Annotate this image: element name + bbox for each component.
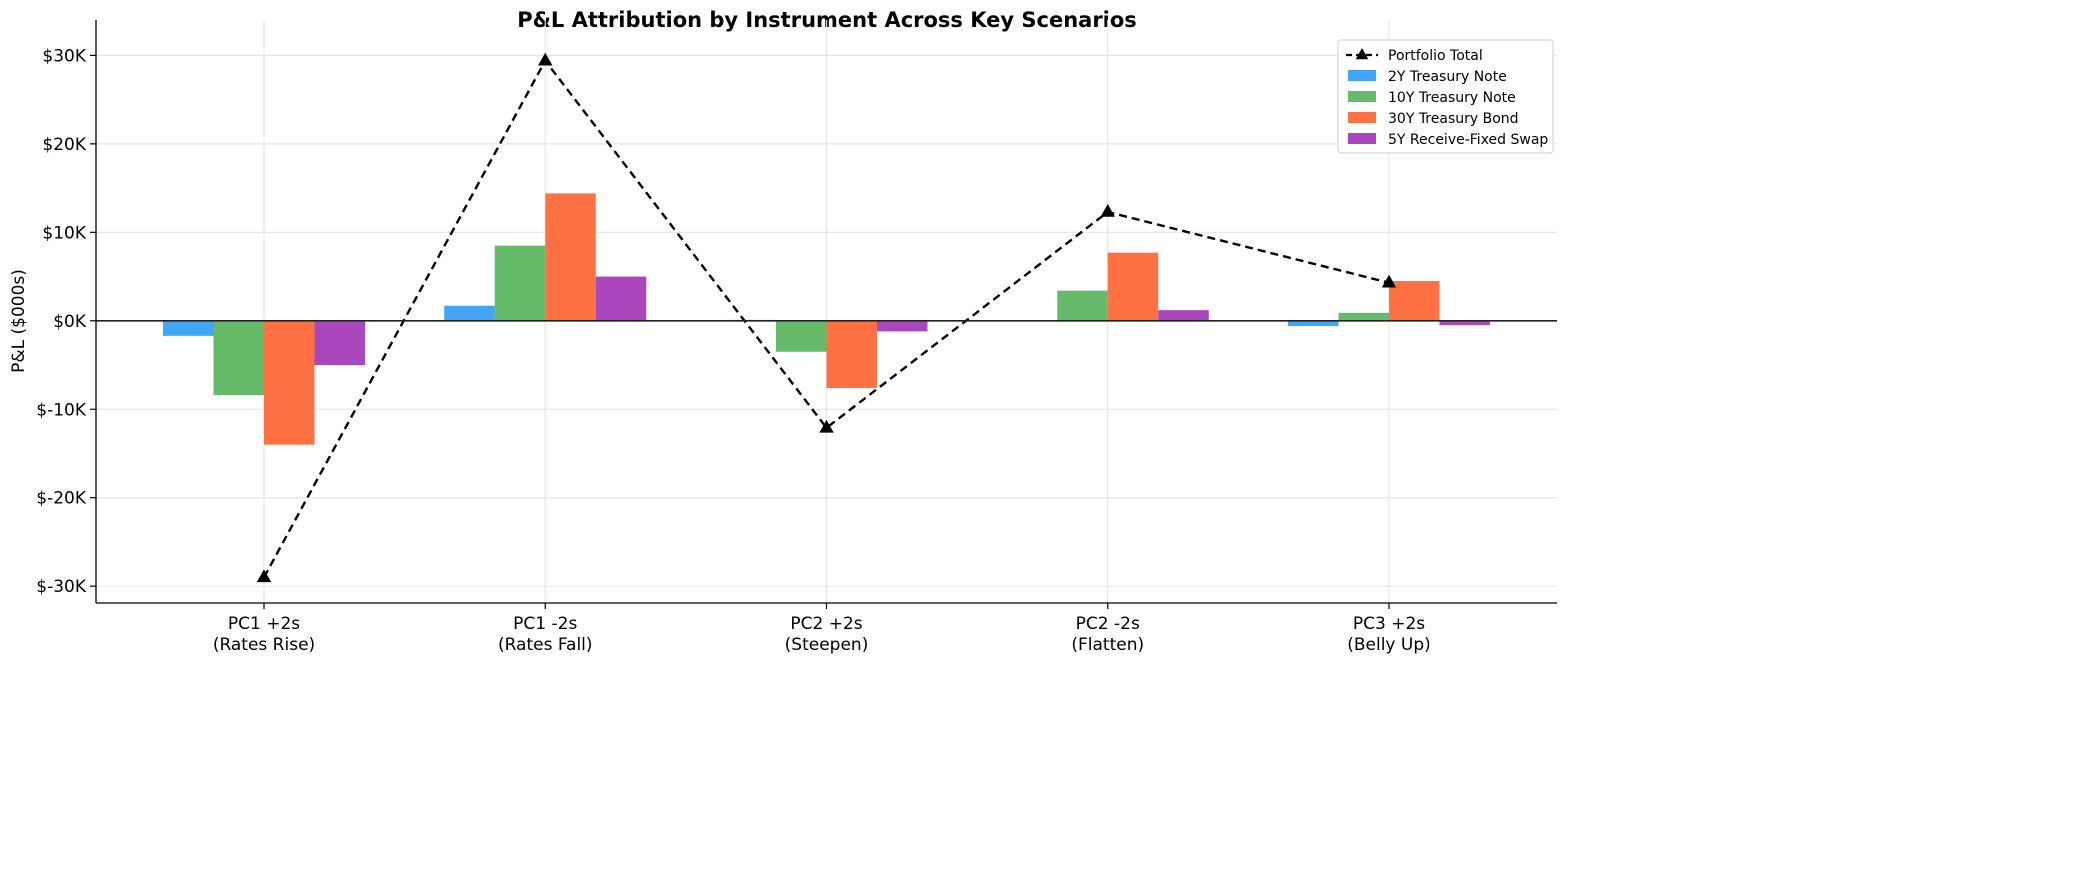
x-tick-label: (Rates Fall) <box>498 635 593 655</box>
bar-30y-treasury-bond <box>545 193 596 321</box>
bar-2y-treasury-note <box>1288 320 1339 327</box>
bar-10y-treasury-note <box>494 245 546 321</box>
bar-10y-treasury-note <box>213 320 264 396</box>
x-tick-label: PC2 +2s <box>790 614 862 634</box>
y-tick-label: $10K <box>42 223 86 243</box>
legend-label: 5Y Receive-Fixed Swap <box>1388 132 1548 148</box>
bars <box>163 193 1490 445</box>
legend-label: 10Y Treasury Note <box>1388 90 1516 106</box>
legend: Portfolio Total 2Y Treasury Note 10Y Treas… <box>1337 39 1554 154</box>
y-axis-label: P&L ($000s) <box>9 269 29 373</box>
legend-box <box>1337 39 1554 154</box>
x-tick-label: PC3 +2s <box>1353 614 1425 634</box>
legend-swatch <box>1348 91 1376 102</box>
legend-label: Portfolio Total <box>1388 48 1483 64</box>
y-tick-label: $0K <box>53 312 87 332</box>
x-tick-label: (Belly Up) <box>1347 635 1431 655</box>
bar-10y-treasury-note <box>1338 312 1389 321</box>
x-tick-label: (Steepen) <box>785 635 869 655</box>
bar-30y-treasury-bond <box>1107 252 1159 321</box>
x-tick-label: PC2 -2s <box>1076 614 1140 634</box>
y-tick-label: $30K <box>42 46 86 66</box>
bar-5y-receive-fixed-swap <box>1158 310 1209 321</box>
bar-10y-treasury-note <box>1057 290 1108 321</box>
y-tick-label: $-20K <box>36 489 87 509</box>
y-tick-label: $-30K <box>36 577 87 597</box>
y-tick-label: $20K <box>42 135 86 155</box>
x-tick-label: PC1 +2s <box>228 614 300 634</box>
legend-swatch <box>1348 70 1376 81</box>
portfolio-total-line <box>256 52 1397 583</box>
legend-label: 2Y Treasury Note <box>1388 69 1507 85</box>
bar-30y-treasury-bond <box>826 320 877 389</box>
bar-2y-treasury-note <box>444 305 495 321</box>
y-tick-label: $-10K <box>36 400 87 420</box>
legend-label: 30Y Treasury Bond <box>1388 111 1519 127</box>
legend-swatch <box>1348 133 1376 144</box>
bar-5y-receive-fixed-swap <box>595 276 647 321</box>
x-tick-label: PC1 -2s <box>513 614 577 634</box>
bar-10y-treasury-note <box>776 320 827 352</box>
legend-triangle-marker <box>1355 48 1369 60</box>
bar-5y-receive-fixed-swap <box>314 320 365 366</box>
portfolio-total-marker <box>256 569 272 583</box>
portfolio-total-marker <box>1100 203 1115 217</box>
x-tick-label: (Flatten) <box>1071 635 1144 655</box>
portfolio-total-marker <box>538 52 553 66</box>
legend-swatch <box>1348 112 1376 123</box>
x-tick-label: (Rates Rise) <box>213 635 315 655</box>
bar-30y-treasury-bond <box>1389 280 1440 321</box>
bar-2y-treasury-note <box>163 320 214 336</box>
portfolio-total-marker <box>819 419 834 433</box>
bar-30y-treasury-bond <box>264 320 315 445</box>
bar-5y-receive-fixed-swap <box>1439 320 1490 326</box>
bar-5y-receive-fixed-swap <box>877 320 928 332</box>
portfolio-total-marker <box>1381 274 1397 288</box>
portfolio-total-path <box>262 58 1390 578</box>
